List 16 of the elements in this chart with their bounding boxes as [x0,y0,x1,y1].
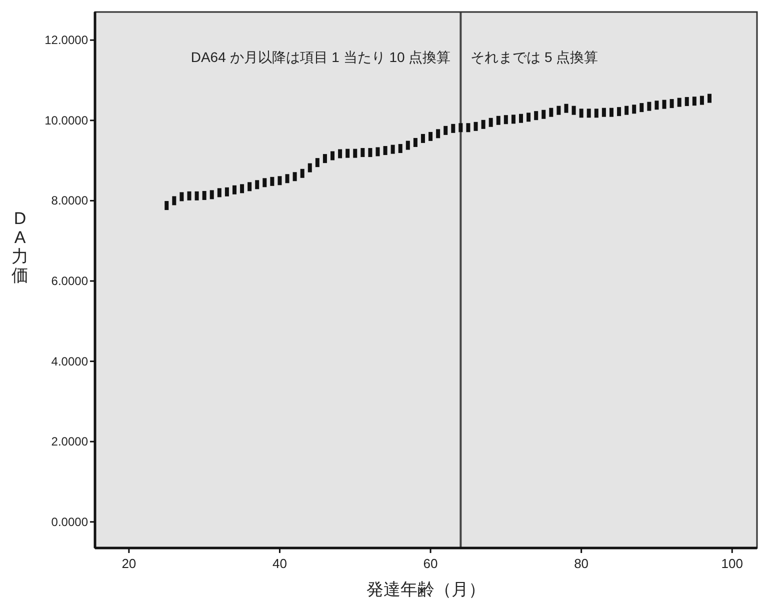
y-tick-label: 8.0000 [51,194,88,208]
annotation: DA64 か月以降は項目 1 当たり 10 点換算 [190,49,451,65]
y-axis-title: DA力価 [12,209,28,285]
x-tick-label: 60 [423,556,438,571]
x-tick-label: 20 [122,556,136,571]
x-tick-label: 80 [574,556,589,571]
y-tick-label: 12.0000 [44,33,88,48]
x-tick-label: 40 [272,556,287,571]
y-tick-label: 6.0000 [51,274,88,288]
y-tick-label: 0.0000 [51,514,88,529]
x-axis-title: 発達年齢（月） [366,580,486,599]
y-tick-label: 4.0000 [51,354,88,368]
y-tick-label: 10.0000 [44,113,88,128]
x-tick-label: 100 [721,556,743,571]
y-tick-label: 2.0000 [51,434,88,449]
annotation: それまでは 5 点換算 [470,49,598,65]
